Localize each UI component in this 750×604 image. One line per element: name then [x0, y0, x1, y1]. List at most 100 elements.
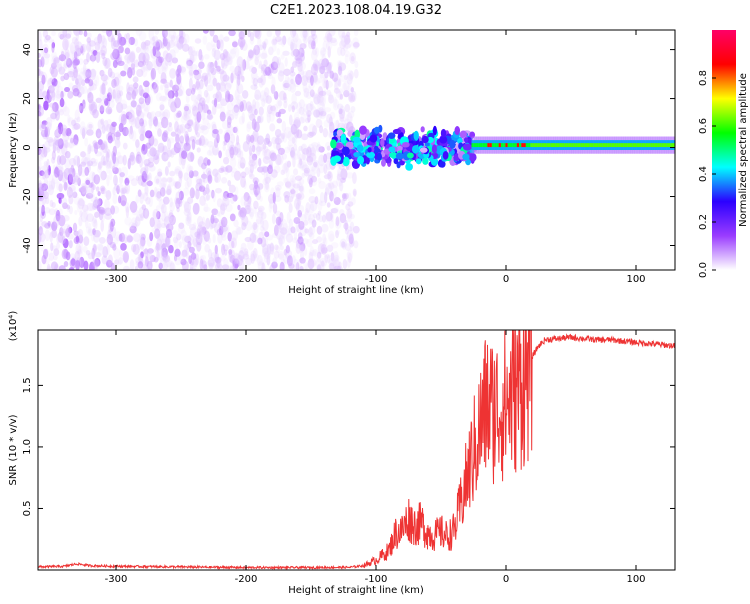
spectrogram-cell — [321, 53, 327, 66]
spectrogram-cell — [346, 172, 354, 179]
spectrogram-cell — [233, 104, 240, 113]
spectrogram-cell — [122, 154, 127, 166]
spectrogram-cell — [84, 166, 90, 176]
spectrogram-cell — [267, 247, 274, 255]
spectrogram-cell — [126, 56, 130, 64]
spectrogram-cell — [317, 77, 323, 84]
spectrogram-cell — [348, 233, 354, 245]
spectrogram-cell — [39, 214, 44, 223]
spectrogram-cell — [297, 61, 303, 73]
spectrogram-cell — [188, 46, 193, 56]
spectrogram-cell — [86, 52, 90, 63]
spectrogram-cell — [222, 51, 231, 63]
spectrogram-cell — [158, 246, 163, 259]
spectrogram-cell — [212, 77, 218, 87]
spectrogram-cell — [50, 67, 58, 78]
spectrogram-cell — [462, 153, 470, 161]
spectrogram-cell — [248, 146, 253, 156]
spectrogram-cell — [258, 60, 263, 69]
spectrogram-cell — [275, 30, 281, 37]
spectrogram-cell — [249, 232, 257, 243]
spectrogram-cell — [318, 146, 325, 153]
spectrogram-cell — [230, 237, 237, 249]
spectrogram-cell — [271, 76, 276, 88]
spectrogram-cell — [38, 52, 41, 58]
spectrogram-cell — [249, 163, 254, 174]
spectrogram-cell — [49, 231, 53, 243]
spectrogram-cell — [104, 213, 112, 220]
spectrogram-cell — [297, 204, 305, 214]
spectrogram-cell — [158, 146, 166, 152]
spectrogram-cell — [230, 133, 236, 144]
spectrogram-cell — [303, 87, 310, 98]
spectrogram-cell — [251, 66, 258, 74]
spectrogram-cell — [339, 40, 347, 49]
spectrogram-cell — [188, 255, 192, 265]
spectrogram-cell — [60, 50, 65, 58]
spectrogram-cell — [112, 89, 116, 100]
spectrogram-cell — [323, 119, 330, 128]
spectrogram-cell — [431, 144, 437, 154]
spectrogram-cell — [454, 126, 461, 136]
spectrogram-cell — [222, 48, 228, 59]
spectrogram-cell — [162, 95, 168, 103]
spectrogram-cell — [254, 89, 261, 101]
spectrogram-cell — [139, 239, 145, 250]
spectrogram-cell — [349, 52, 356, 65]
spectrogram-cell — [67, 167, 74, 175]
spectrogram-cell — [314, 196, 319, 205]
spectrogram-cell — [186, 164, 192, 177]
spectrogram-cell — [217, 211, 222, 218]
spectrogram-cell — [257, 63, 264, 69]
spectrogram-cell — [59, 235, 66, 245]
spectrogram-cell — [307, 143, 315, 156]
spectrogram-cell — [86, 32, 92, 39]
spectrogram-cell — [106, 162, 111, 174]
spectrogram-cell — [209, 61, 215, 74]
spectrogram-cell — [113, 92, 119, 99]
spectrogram-cell — [59, 226, 64, 237]
spectrogram-cell — [150, 36, 155, 45]
spectrogram-cell — [41, 204, 45, 216]
spectrogram-cell — [182, 43, 190, 52]
spectrogram-cell — [71, 124, 79, 131]
spectrogram-cell — [128, 51, 136, 63]
spectrogram-ytick-label: 20 — [22, 92, 33, 105]
spectrogram-cell — [381, 159, 386, 167]
spectrogram-cell — [138, 97, 145, 105]
spectrogram-cell — [288, 263, 295, 269]
spectrogram-cell — [234, 47, 240, 58]
spectrogram-cell — [206, 122, 211, 130]
spectrogram-cell — [359, 125, 367, 135]
spectrogram-cell — [338, 66, 343, 78]
spectrogram-cell — [367, 147, 372, 153]
spectrogram-cell — [88, 79, 94, 87]
spectrogram-cell — [101, 141, 108, 154]
spectrogram-cell — [330, 208, 339, 214]
spectrogram-cell — [324, 254, 328, 264]
spectrogram-cell — [104, 98, 109, 106]
spectrogram-cell — [280, 169, 286, 176]
spectrogram-cell — [86, 40, 92, 53]
spectrogram-cell — [263, 252, 269, 263]
spectrogram-cell — [138, 84, 143, 96]
spectrogram-cell — [38, 89, 45, 100]
spectrogram-cell — [264, 178, 269, 191]
spectrogram-cell — [268, 202, 273, 213]
spectrogram-cell — [107, 135, 113, 144]
spectrogram-cell — [185, 88, 192, 97]
spectrogram-cell — [289, 177, 295, 187]
spectrogram-cell — [154, 79, 159, 86]
spectrogram-cell — [43, 37, 49, 43]
spectrogram-cell — [214, 256, 222, 264]
spectrogram-cell — [130, 178, 138, 187]
spectrogram-cell — [263, 170, 269, 182]
spectrogram-cell — [300, 214, 307, 222]
spectrogram-cell — [166, 177, 173, 183]
spectrogram-cell — [52, 142, 56, 154]
spectrogram-cell — [353, 190, 357, 198]
spectrogram-cell — [209, 223, 214, 230]
spectrogram-cell — [297, 194, 302, 207]
spectrogram-cell — [38, 103, 41, 109]
